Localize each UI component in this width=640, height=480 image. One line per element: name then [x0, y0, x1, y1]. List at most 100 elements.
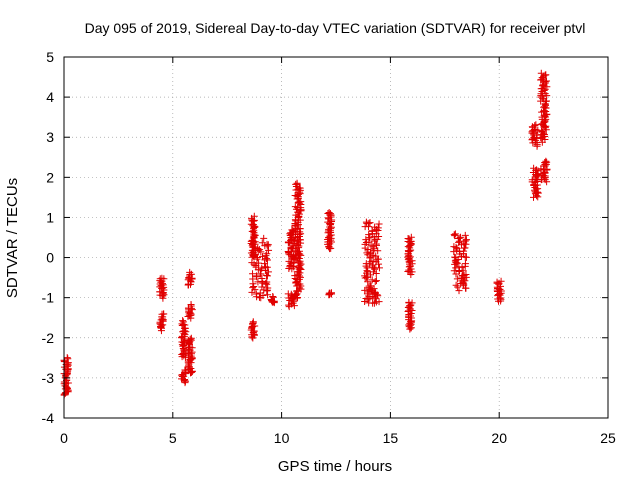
data-point	[259, 279, 267, 287]
data-point	[248, 288, 256, 296]
data-point	[456, 266, 464, 274]
data-point	[253, 253, 261, 261]
data-point	[455, 287, 463, 295]
data-point	[366, 254, 374, 262]
data-point	[361, 297, 369, 305]
axis-ticks: 0 5 10 15 20 25 -4 -3 -2 -1 0 1 2 3 4 5	[42, 49, 616, 446]
data-point	[263, 287, 271, 295]
y-tick-label: 3	[46, 129, 54, 145]
data-point	[543, 178, 551, 186]
data-point	[327, 244, 335, 252]
data-point	[462, 284, 470, 292]
y-tick-label: 5	[46, 49, 54, 65]
data-point	[537, 134, 545, 142]
data-point	[263, 280, 271, 288]
data-point	[458, 252, 466, 260]
y-tick-label: -2	[42, 330, 55, 346]
data-point	[284, 290, 292, 298]
data-point	[157, 327, 165, 335]
data-point	[368, 276, 376, 284]
data-point	[363, 273, 371, 281]
data-point	[362, 262, 370, 270]
data-point	[495, 290, 503, 298]
data-point	[270, 299, 278, 307]
data-point	[263, 242, 271, 250]
grid	[64, 57, 608, 418]
data-point	[540, 107, 548, 115]
data-point	[366, 219, 374, 227]
data-point	[181, 379, 189, 387]
data-point	[251, 231, 259, 239]
data-point	[250, 283, 258, 291]
x-tick-label: 20	[491, 430, 507, 446]
data-point	[364, 278, 372, 286]
y-tick-label: 1	[46, 209, 54, 225]
data-point	[462, 253, 470, 261]
data-point	[452, 270, 460, 278]
data-point	[361, 274, 369, 282]
data-point	[253, 293, 261, 301]
data-point	[454, 283, 462, 291]
data-point	[250, 212, 258, 220]
data-points	[60, 69, 551, 399]
data-point	[293, 195, 301, 203]
plot-frame	[63, 56, 609, 419]
data-point	[264, 268, 272, 276]
data-point	[178, 353, 186, 361]
data-point	[539, 81, 547, 89]
x-tick-label: 25	[600, 430, 616, 446]
data-point	[406, 325, 414, 333]
data-point	[188, 368, 196, 376]
data-point	[461, 262, 469, 270]
data-point	[295, 212, 303, 220]
y-tick-label: 2	[46, 169, 54, 185]
y-tick-label: 4	[46, 89, 54, 105]
data-point	[371, 237, 379, 245]
data-point	[248, 227, 256, 235]
data-point	[186, 355, 194, 363]
y-tick-label: -1	[42, 290, 55, 306]
data-point	[253, 273, 261, 281]
data-point	[186, 369, 194, 377]
data-point	[405, 266, 413, 274]
data-point	[292, 205, 300, 213]
data-point	[451, 232, 459, 240]
data-point	[253, 255, 261, 263]
data-point	[285, 303, 293, 311]
data-point	[497, 297, 505, 305]
data-point	[365, 223, 373, 231]
data-point	[292, 186, 300, 194]
data-point	[528, 136, 536, 144]
data-point	[451, 260, 459, 268]
data-point	[180, 352, 188, 360]
data-point	[61, 385, 69, 393]
data-point	[263, 272, 271, 280]
data-point	[370, 247, 378, 255]
data-point	[296, 199, 304, 207]
data-point	[262, 252, 270, 260]
data-point	[257, 270, 265, 278]
data-point	[159, 294, 167, 302]
x-tick-label: 15	[383, 430, 399, 446]
data-point	[290, 302, 298, 310]
data-point	[533, 192, 541, 200]
data-point	[254, 278, 262, 286]
data-point	[257, 248, 265, 256]
chart-title: Day 095 of 2019, Sidereal Day-to-day VTE…	[85, 20, 586, 36]
x-tick-label: 0	[60, 430, 68, 446]
data-point	[451, 230, 459, 238]
data-point	[375, 220, 383, 228]
data-point	[452, 281, 460, 289]
data-point	[460, 244, 468, 252]
data-point	[534, 193, 542, 201]
data-point	[372, 277, 380, 285]
data-point	[450, 248, 458, 256]
data-point	[462, 240, 470, 248]
data-point	[294, 221, 302, 229]
data-point	[542, 126, 550, 134]
data-point	[457, 279, 465, 287]
data-point	[160, 291, 168, 299]
data-point	[284, 239, 292, 247]
data-point	[248, 333, 256, 341]
